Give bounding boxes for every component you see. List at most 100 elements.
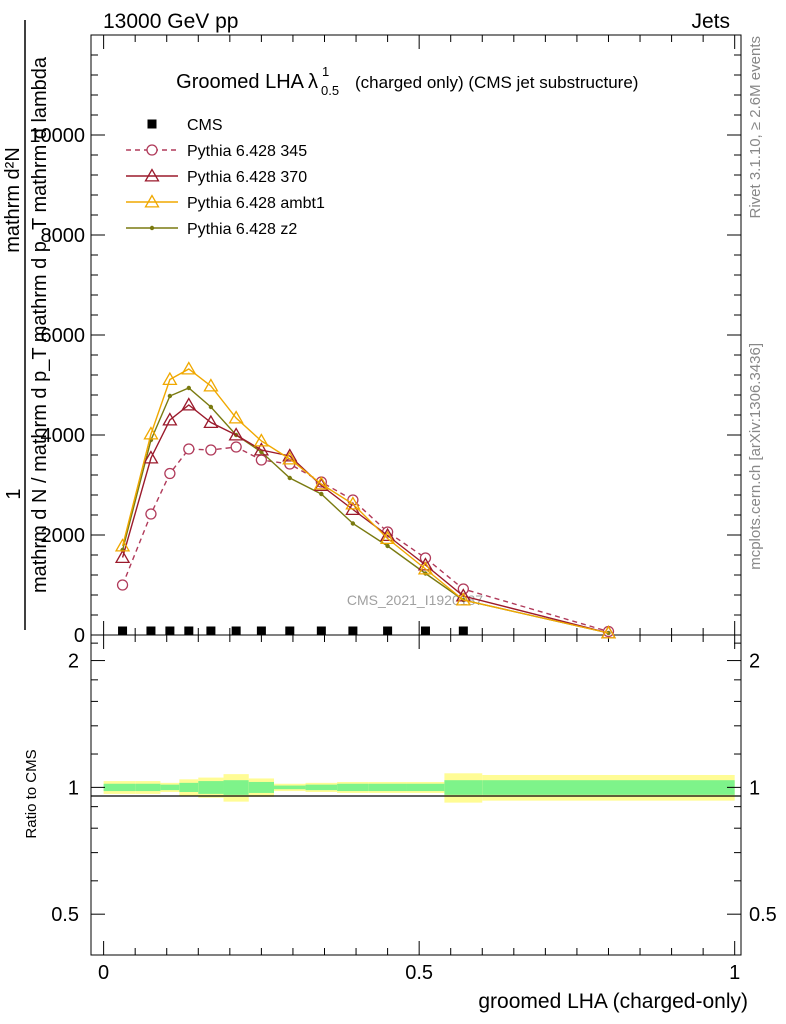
data-point bbox=[143, 450, 159, 464]
series-layer bbox=[114, 361, 617, 639]
data-point bbox=[319, 491, 324, 497]
ratio-tick-label-right: 1 bbox=[749, 777, 760, 799]
data-point bbox=[385, 543, 390, 549]
data-point bbox=[313, 476, 329, 490]
data-point bbox=[205, 444, 217, 456]
series-line bbox=[121, 404, 609, 634]
data-point bbox=[228, 427, 244, 441]
data-point bbox=[114, 549, 131, 564]
data-point bbox=[181, 397, 197, 411]
ratio-band-inner bbox=[103, 783, 136, 792]
ratio-band-inner bbox=[198, 781, 224, 794]
ratio-bands bbox=[103, 773, 735, 803]
data-point bbox=[350, 521, 356, 526]
x-axis-label: groomed LHA (charged-only) bbox=[478, 990, 748, 1013]
data-point bbox=[165, 626, 175, 636]
data-point bbox=[383, 626, 393, 636]
y-tick-label: 8000 bbox=[41, 225, 86, 247]
data-point bbox=[116, 579, 129, 591]
data-point bbox=[231, 626, 241, 636]
y-tick-label: 4000 bbox=[41, 425, 86, 447]
main-axis-ticks: 0 2000 4000 6000 8000 10000 0 0.5 1 bbox=[29, 34, 741, 984]
data-point bbox=[162, 371, 178, 386]
chart-title: Groomed LHA λ 1 0.5 (charged only) (CMS … bbox=[176, 64, 638, 98]
ratio-band-inner bbox=[248, 781, 275, 793]
y-axis-label-numerator: mathrm d²N bbox=[2, 147, 24, 253]
y-tick-label: 6000 bbox=[41, 325, 86, 347]
data-point bbox=[285, 626, 295, 636]
data-point bbox=[184, 626, 194, 636]
data-point bbox=[345, 496, 361, 510]
data-point bbox=[282, 451, 298, 465]
data-point bbox=[253, 442, 270, 456]
data-point bbox=[313, 477, 329, 492]
ratio-band-inner bbox=[482, 780, 735, 795]
y-tick-label: 10000 bbox=[29, 125, 85, 147]
ratio-band-inner bbox=[223, 780, 249, 795]
data-point bbox=[379, 530, 396, 545]
data-point bbox=[420, 626, 430, 636]
ratio-band-inner bbox=[337, 783, 369, 792]
y-axis-label-one: 1 bbox=[3, 488, 25, 499]
data-point bbox=[145, 508, 157, 520]
ratio-band-inner bbox=[305, 784, 338, 791]
legend-label: Pythia 6.428 370 bbox=[187, 169, 307, 186]
x-tick-label: 0 bbox=[98, 962, 109, 984]
legend-marker bbox=[144, 168, 160, 182]
chart-title-sup: 1 bbox=[322, 64, 329, 79]
data-point bbox=[455, 588, 471, 602]
data-point bbox=[143, 426, 159, 440]
y-axis-label-denominator: mathrm d N / mathrm d p_T mathrm d p_T m… bbox=[29, 56, 51, 593]
data-point bbox=[162, 412, 178, 426]
data-point bbox=[256, 626, 266, 636]
data-point bbox=[255, 454, 268, 466]
ratio-tick-label: 2 bbox=[68, 651, 79, 673]
ratio-band-inner bbox=[444, 780, 483, 795]
ratio-y-label: Ratio to CMS bbox=[23, 749, 40, 838]
legend-marker bbox=[149, 225, 155, 231]
chart-title-lambda: λ bbox=[308, 71, 318, 93]
legend-label: CMS bbox=[187, 117, 223, 134]
ratio-tick-label: 0.5 bbox=[51, 904, 79, 926]
data-point bbox=[287, 475, 292, 481]
data-point bbox=[146, 626, 156, 636]
process-label: Jets bbox=[691, 10, 730, 33]
series-pythia-6-428-ambt1 bbox=[114, 361, 617, 639]
ratio-band-inner bbox=[179, 782, 199, 793]
legend-marker bbox=[147, 119, 157, 129]
data-point bbox=[316, 626, 326, 636]
ratio-tick-label-right: 0.5 bbox=[749, 904, 777, 926]
y-tick-label: 0 bbox=[74, 625, 85, 647]
ratio-band-inner bbox=[406, 783, 445, 792]
data-point bbox=[164, 467, 176, 480]
data-point bbox=[282, 448, 298, 462]
data-point bbox=[167, 393, 173, 399]
legend-label: Pythia 6.428 ambt1 bbox=[187, 195, 325, 212]
ratio-frame bbox=[90, 634, 742, 956]
data-point bbox=[455, 592, 471, 606]
chart-title-main: Groomed LHA bbox=[176, 71, 304, 93]
y-axis-label: 1 mathrm d²N mathrm d N / mathrm d p_T m… bbox=[2, 20, 51, 630]
ratio-axis-ticks: 0.5 0.5 1 1 2 2 bbox=[51, 642, 777, 926]
legend-marker bbox=[146, 144, 158, 156]
data-point bbox=[206, 626, 216, 636]
watermark: CMS_2021_I1920187 bbox=[347, 592, 483, 608]
x-tick-label: 0.5 bbox=[405, 962, 433, 984]
ratio-band-inner bbox=[160, 784, 180, 791]
ratio-band-inner bbox=[368, 783, 407, 792]
data-point bbox=[458, 626, 468, 636]
data-point bbox=[114, 538, 131, 552]
ratio-band-inner bbox=[274, 785, 306, 790]
series-cms bbox=[118, 626, 468, 636]
data-point bbox=[203, 414, 219, 429]
data-point bbox=[600, 625, 617, 639]
data-point bbox=[183, 443, 195, 455]
ratio-band-inner bbox=[135, 783, 161, 792]
chart-title-sub: 0.5 bbox=[321, 83, 339, 98]
data-point bbox=[208, 404, 214, 410]
rivet-label: Rivet 3.1.10, ≥ 2.6M events bbox=[747, 36, 764, 219]
legend-label: Pythia 6.428 345 bbox=[187, 143, 307, 160]
legend-marker bbox=[144, 194, 160, 208]
data-point bbox=[230, 441, 242, 453]
